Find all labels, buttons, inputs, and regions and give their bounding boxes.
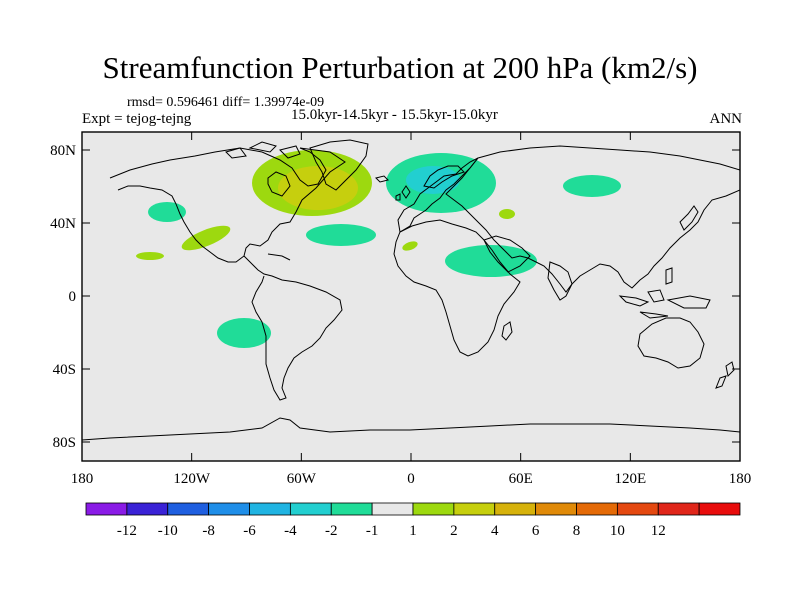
colorbar-label: 8 [573,523,581,539]
stats-text: rmsd= 0.596461 diff= 1.39974e-09 [127,95,325,110]
colorbar-label: -2 [325,523,338,539]
anomaly-region-black-sea [499,209,515,219]
colorbar-swatch [535,502,577,516]
colorbar-label: -1 [366,523,379,539]
coastlines [82,139,740,441]
colorbar-swatch [289,502,332,516]
colorbar-swatch [249,502,291,516]
chart-title: Streamfunction Perturbation at 200 hPa (… [102,50,698,85]
colorbar-swatch [494,502,537,516]
anomaly-region-siberia [563,175,621,197]
colorbar-label: 2 [450,523,458,539]
colorbar-swatch [698,502,741,516]
lon-label: 180 [729,471,752,487]
period-label: 15.0kyr-14.5kyr - 15.5kyr-15.0kyr [291,107,498,123]
colorbar-swatch [616,502,659,516]
experiment-label: Expt = tejog-tejng [82,111,192,127]
lat-label: 40S [53,362,76,378]
colorbar-swatch [453,502,496,516]
colorbar-swatch [371,502,414,516]
anomaly-fields [136,150,621,348]
anomaly-region-north-america-core [278,166,358,210]
colorbar: -12 -10 -8 -6 -4 -2 -1 1 2 4 6 8 10 12 [85,502,741,539]
colorbar-swatch [126,502,169,516]
colorbar-swatch [85,502,128,516]
anomaly-region-north-africa [402,241,418,251]
lat-label: 0 [69,289,77,305]
colorbar-label: 1 [409,523,417,539]
lon-label: 60E [509,471,533,487]
colorbar-label: 4 [491,523,499,539]
anomaly-region-east-pacific [136,252,164,260]
colorbar-swatch [657,502,700,516]
lon-label: 120E [614,471,646,487]
colorbar-swatch [330,502,373,516]
colorbar-label: 10 [610,523,625,539]
colorbar-label: -12 [117,523,137,539]
colorbar-label: -6 [243,523,256,539]
colorbar-swatch [167,502,210,516]
colorbar-label: -8 [202,523,215,539]
lon-label: 180 [71,471,94,487]
colorbar-label: 12 [651,523,666,539]
colorbar-label: -10 [158,523,178,539]
colorbar-label: -4 [284,523,297,539]
map-axes: 80N 40N 0 40S 80S 180 120W 60W 0 60E 120E 180 [50,132,751,487]
colorbar-swatch [208,502,250,516]
lon-label: 0 [407,471,415,487]
lon-label: 60W [287,471,317,487]
lat-label: 80S [53,435,76,451]
season-label: ANN [709,111,743,127]
lat-label: 40N [50,216,76,232]
lat-label: 80N [50,143,76,159]
colorbar-swatch [576,502,618,516]
anomaly-region-north-pacific [148,202,186,222]
colorbar-swatch [412,502,455,516]
anomaly-region-south-pacific [217,318,271,348]
anomaly-region-mexico [181,225,231,251]
anomaly-region-mid-atlantic [306,224,376,246]
lon-label: 120W [173,471,211,487]
anomaly-region-europe-core [406,166,460,194]
colorbar-label: 6 [532,523,540,539]
